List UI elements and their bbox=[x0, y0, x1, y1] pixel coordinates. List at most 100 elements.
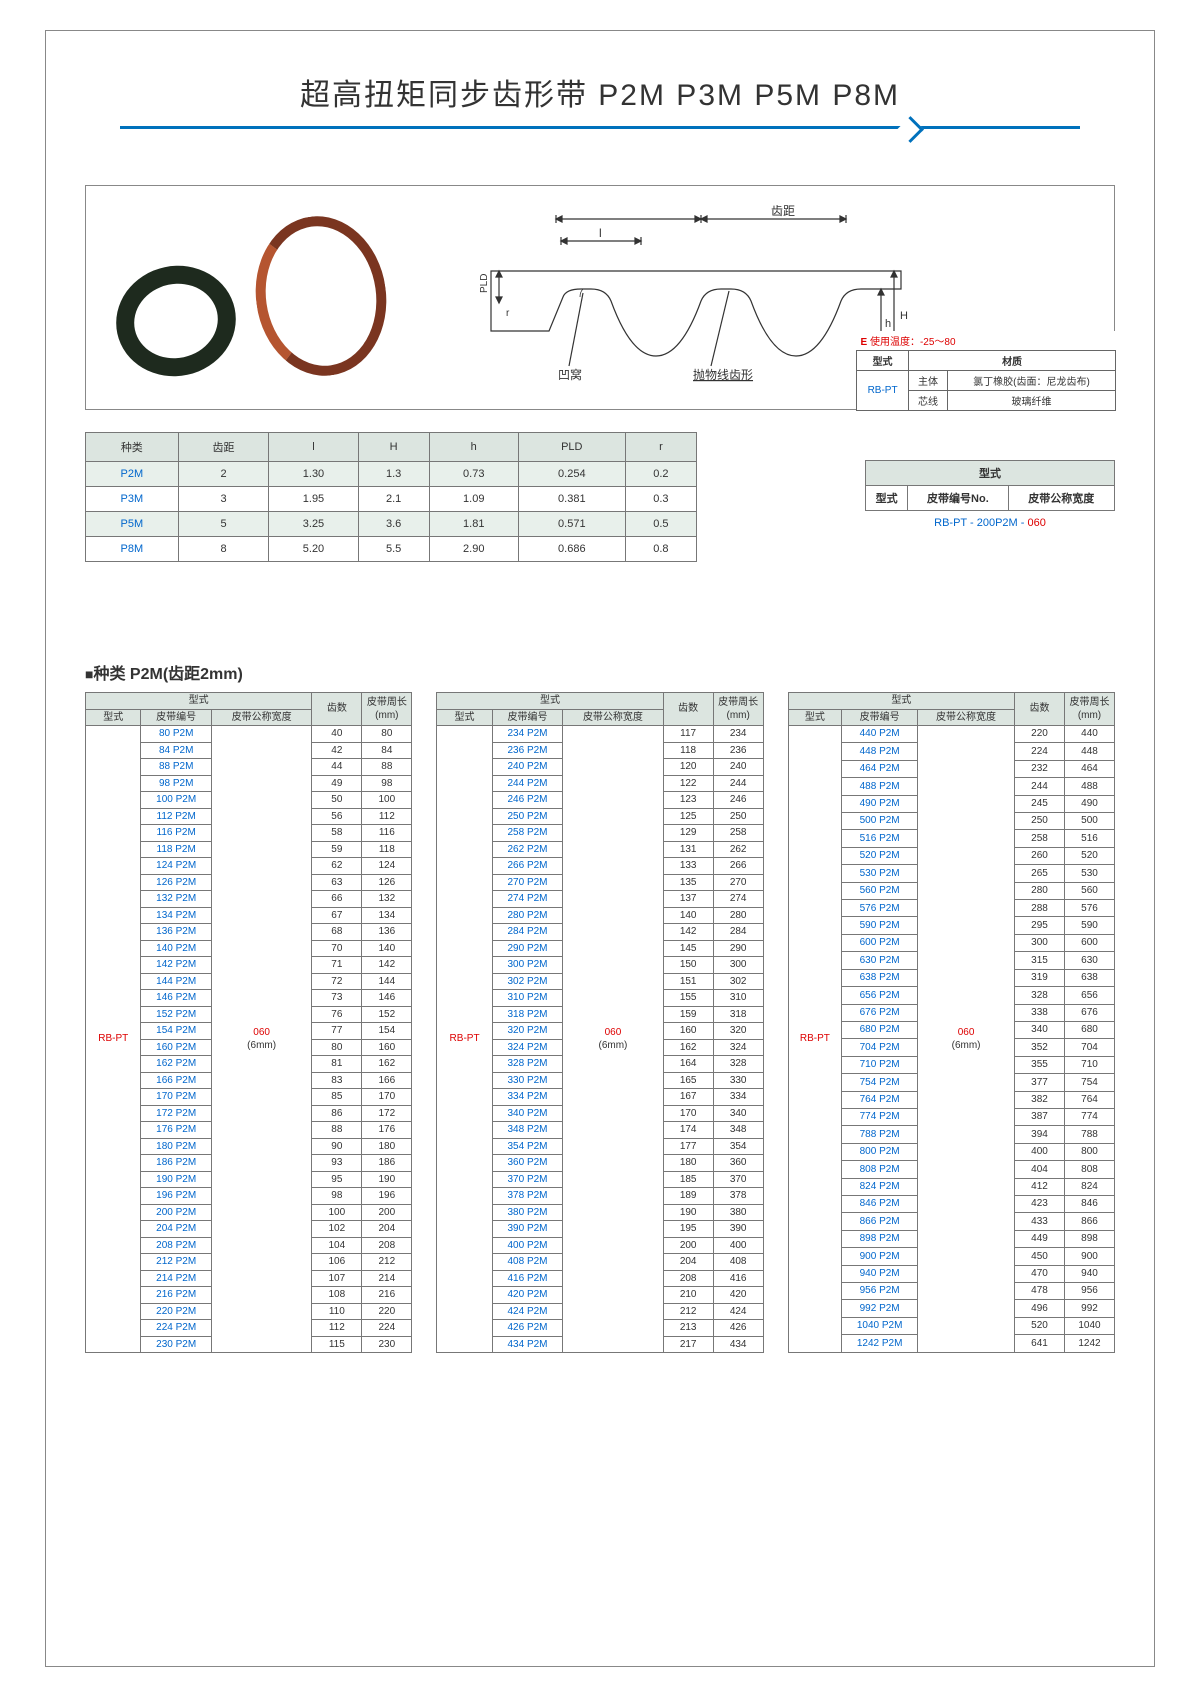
circumference: 162 bbox=[362, 1056, 412, 1073]
teeth-count: 150 bbox=[663, 957, 713, 974]
dims-cell: 0.254 bbox=[518, 462, 625, 487]
belt-number: 100 P2M bbox=[141, 792, 211, 809]
teeth-count: 260 bbox=[1014, 847, 1064, 864]
circumference: 142 bbox=[362, 957, 412, 974]
circumference: 1242 bbox=[1064, 1335, 1114, 1353]
dims-cell: 3 bbox=[178, 487, 269, 512]
circumference: 290 bbox=[713, 940, 763, 957]
teeth-count: 423 bbox=[1014, 1195, 1064, 1212]
belt-number: 266 P2M bbox=[492, 858, 562, 875]
belt-number: 118 P2M bbox=[141, 841, 211, 858]
dims-cell: 5.5 bbox=[358, 537, 429, 562]
circumference: 680 bbox=[1064, 1021, 1114, 1038]
belt-number: 154 P2M bbox=[141, 1023, 211, 1040]
dims-cell: 1.81 bbox=[429, 512, 518, 537]
belt-number: 360 P2M bbox=[492, 1155, 562, 1172]
belt-number: 284 P2M bbox=[492, 924, 562, 941]
spec-table: 型式齿数皮带周长(mm)型式皮带编号皮带公称宽度RB-PT80 P2M060(6… bbox=[85, 692, 412, 1353]
belt-number: 250 P2M bbox=[492, 808, 562, 825]
type-code: RB-PT bbox=[86, 726, 141, 1353]
belt-number: 160 P2M bbox=[141, 1039, 211, 1056]
circumference: 116 bbox=[362, 825, 412, 842]
teeth-count: 112 bbox=[312, 1320, 362, 1337]
belt-number: 310 P2M bbox=[492, 990, 562, 1007]
belt-number: 124 P2M bbox=[141, 858, 211, 875]
circumference: 424 bbox=[713, 1303, 763, 1320]
teeth-count: 210 bbox=[663, 1287, 713, 1304]
circumference: 380 bbox=[713, 1204, 763, 1221]
circumference: 124 bbox=[362, 858, 412, 875]
belt-number: 258 P2M bbox=[492, 825, 562, 842]
belt-number: 134 P2M bbox=[141, 907, 211, 924]
circumference: 354 bbox=[713, 1138, 763, 1155]
belt-number: 408 P2M bbox=[492, 1254, 562, 1271]
dims-cell: 0.5 bbox=[625, 512, 696, 537]
teeth-count: 107 bbox=[312, 1270, 362, 1287]
teeth-count: 56 bbox=[312, 808, 362, 825]
circumference: 940 bbox=[1064, 1265, 1114, 1282]
belt-number: 140 P2M bbox=[141, 940, 211, 957]
teeth-count: 98 bbox=[312, 1188, 362, 1205]
circumference: 530 bbox=[1064, 865, 1114, 882]
teeth-count: 208 bbox=[663, 1270, 713, 1287]
teeth-count: 220 bbox=[1014, 726, 1064, 743]
circumference: 434 bbox=[713, 1336, 763, 1353]
teeth-count: 93 bbox=[312, 1155, 362, 1172]
circumference: 360 bbox=[713, 1155, 763, 1172]
teeth-count: 151 bbox=[663, 973, 713, 990]
belt-number: 426 P2M bbox=[492, 1320, 562, 1337]
teeth-count: 300 bbox=[1014, 934, 1064, 951]
circumference: 154 bbox=[362, 1023, 412, 1040]
teeth-count: 355 bbox=[1014, 1056, 1064, 1073]
teeth-count: 180 bbox=[663, 1155, 713, 1172]
circumference: 186 bbox=[362, 1155, 412, 1172]
belt-number: 824 P2M bbox=[842, 1178, 918, 1195]
p2m-spec-tables: 型式齿数皮带周长(mm)型式皮带编号皮带公称宽度RB-PT80 P2M060(6… bbox=[85, 692, 1115, 1353]
teeth-count: 77 bbox=[312, 1023, 362, 1040]
circumference: 866 bbox=[1064, 1213, 1114, 1230]
belt-number: 340 P2M bbox=[492, 1105, 562, 1122]
belt-number: 764 P2M bbox=[842, 1091, 918, 1108]
belt-number: 464 P2M bbox=[842, 760, 918, 777]
circumference: 200 bbox=[362, 1204, 412, 1221]
teeth-count: 104 bbox=[312, 1237, 362, 1254]
lbl-parabolic: 抛物线齿形 bbox=[693, 367, 753, 382]
circumference: 234 bbox=[713, 726, 763, 743]
circumference: 400 bbox=[713, 1237, 763, 1254]
dims-cell: 3.6 bbox=[358, 512, 429, 537]
diagram-box: 齿距 l PLD r 凹窝 抛物线齿形 h H E 使用温度：-25～80 型式… bbox=[85, 185, 1115, 410]
dims-header: PLD bbox=[518, 433, 625, 462]
circumference: 448 bbox=[1064, 743, 1114, 760]
circumference: 300 bbox=[713, 957, 763, 974]
belt-number: 560 P2M bbox=[842, 882, 918, 899]
circumference: 676 bbox=[1064, 1004, 1114, 1021]
dims-cell: 2.90 bbox=[429, 537, 518, 562]
belt-ring-black bbox=[106, 255, 246, 388]
teeth-count: 62 bbox=[312, 858, 362, 875]
circumference: 180 bbox=[362, 1138, 412, 1155]
dims-header: r bbox=[625, 433, 696, 462]
belt-number: 230 P2M bbox=[141, 1336, 211, 1353]
belt-number: 420 P2M bbox=[492, 1287, 562, 1304]
belt-number: 400 P2M bbox=[492, 1237, 562, 1254]
belt-number: 186 P2M bbox=[141, 1155, 211, 1172]
dims-cell: 0.73 bbox=[429, 462, 518, 487]
circumference: 710 bbox=[1064, 1056, 1114, 1073]
belt-number: 656 P2M bbox=[842, 987, 918, 1004]
teeth-count: 319 bbox=[1014, 969, 1064, 986]
circumference: 788 bbox=[1064, 1126, 1114, 1143]
belt-number: 236 P2M bbox=[492, 742, 562, 759]
circumference: 824 bbox=[1064, 1178, 1114, 1195]
teeth-count: 258 bbox=[1014, 830, 1064, 847]
teeth-count: 315 bbox=[1014, 952, 1064, 969]
teeth-count: 122 bbox=[663, 775, 713, 792]
belt-number: 240 P2M bbox=[492, 759, 562, 776]
dims-cell: 8 bbox=[178, 537, 269, 562]
belt-number: 774 P2M bbox=[842, 1108, 918, 1125]
circumference: 98 bbox=[362, 775, 412, 792]
belt-number: 224 P2M bbox=[141, 1320, 211, 1337]
circumference: 302 bbox=[713, 973, 763, 990]
teeth-count: 177 bbox=[663, 1138, 713, 1155]
teeth-count: 250 bbox=[1014, 813, 1064, 830]
belt-number: 216 P2M bbox=[141, 1287, 211, 1304]
